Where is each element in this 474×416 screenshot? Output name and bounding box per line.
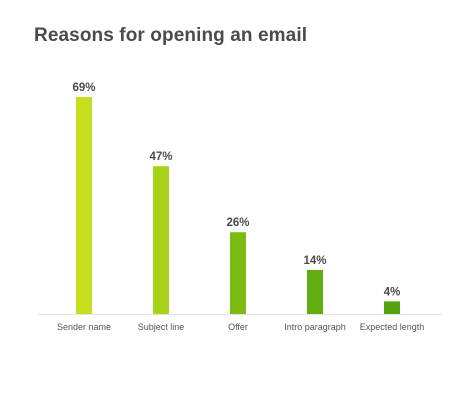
bar-offer xyxy=(230,232,246,314)
x-tick-label-subject-line: Subject line xyxy=(138,322,185,332)
data-label-expected-length: 4% xyxy=(384,286,401,298)
bar-intro-paragraph xyxy=(307,269,323,314)
chart-title: Reasons for opening an email xyxy=(34,25,308,46)
x-tick-label-offer: Offer xyxy=(228,322,248,332)
x-tick-label-expected-length: Expected length xyxy=(360,322,425,332)
x-tick-label-intro-paragraph: Intro paragraph xyxy=(284,322,346,332)
bar-expected-length xyxy=(384,301,400,314)
data-label-intro-paragraph: 14% xyxy=(303,255,326,267)
bar-subject-line xyxy=(153,166,169,314)
x-tick-label-sender-name: Sender name xyxy=(57,322,111,332)
bars-group: 69% Sender name 47% Subject line 26% Offer 14%… xyxy=(57,82,424,332)
data-label-offer: 26% xyxy=(226,217,249,229)
data-label-subject-line: 47% xyxy=(149,151,172,163)
bar-sender-name xyxy=(76,97,92,314)
data-label-sender-name: 69% xyxy=(72,82,95,94)
